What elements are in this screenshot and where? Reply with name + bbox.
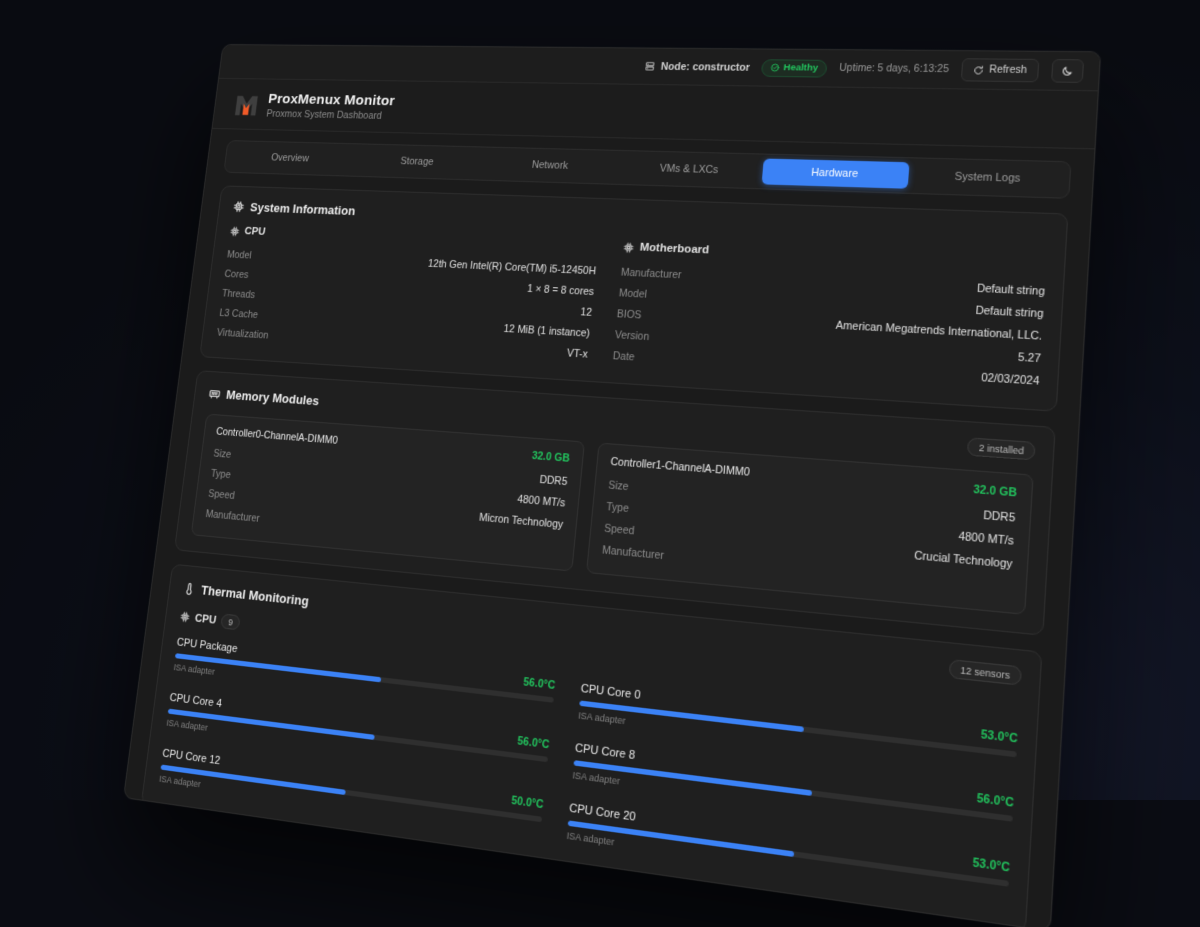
dashboard-window: Node: constructor Healthy Uptime: 5 days… xyxy=(123,44,1101,927)
memory-module-detail-value: DDR5 xyxy=(983,509,1016,525)
system-information-title: System Information xyxy=(249,200,356,218)
status-badge: Healthy xyxy=(761,59,828,77)
motherboard-detail-key: BIOS xyxy=(616,308,642,321)
moon-icon xyxy=(1061,65,1074,76)
thermal-sensor-count-badge: 12 sensors xyxy=(949,659,1022,686)
cpu-chip-icon xyxy=(623,241,635,252)
thermometer-icon xyxy=(183,582,196,596)
motherboard-detail-value: 5.27 xyxy=(1018,351,1041,365)
cpu-detail-key: Model xyxy=(226,249,252,261)
cpu-detail-value: 12 xyxy=(580,306,592,318)
memory-module-detail-value: DDR5 xyxy=(539,473,568,487)
tab-hardware[interactable]: Hardware xyxy=(761,159,909,189)
memory-module-detail-key: Speed xyxy=(208,488,236,502)
tab-overview[interactable]: Overview xyxy=(228,145,353,172)
memory-stick-icon xyxy=(208,387,221,400)
memory-modules-title: Memory Modules xyxy=(225,387,319,408)
memory-module-detail-value: 4800 MT/s xyxy=(958,530,1014,548)
node-info: Node: constructor xyxy=(644,60,750,73)
refresh-button[interactable]: Refresh xyxy=(961,58,1040,82)
motherboard-detail-value: 02/03/2024 xyxy=(981,371,1040,387)
motherboard-section: Motherboard Manufacturer Default string Mo… xyxy=(612,241,1047,392)
motherboard-detail-value: Default string xyxy=(977,282,1046,298)
memory-installed-badge: 2 installed xyxy=(967,437,1035,460)
thermal-monitoring-title: Thermal Monitoring xyxy=(200,582,309,608)
motherboard-detail-key: Model xyxy=(618,287,647,300)
cpu-chip-icon xyxy=(233,200,246,212)
cpu-section-title: CPU xyxy=(244,226,266,238)
memory-module-size: 32.0 GB xyxy=(973,483,1017,499)
thermal-sensor-name: CPU Core 4 xyxy=(169,692,223,710)
cpu-detail-key: Cores xyxy=(224,268,249,280)
refresh-label: Refresh xyxy=(989,65,1027,77)
tab-content-hardware: System Information xyxy=(123,172,1091,927)
memory-module-detail-key: Speed xyxy=(604,522,635,537)
cpu-detail-key: Virtualization xyxy=(216,327,269,341)
thermal-sensor-name: CPU Core 8 xyxy=(574,742,635,762)
thermal-group-label: CPU xyxy=(194,612,217,626)
tab-storage[interactable]: Storage xyxy=(353,148,483,176)
page-title: ProxMenux Monitor xyxy=(267,91,395,110)
tab-system-logs[interactable]: System Logs xyxy=(911,162,1066,193)
motherboard-detail-key: Manufacturer xyxy=(620,266,682,281)
thermal-sensor-name: CPU Core 12 xyxy=(162,747,221,767)
memory-module-size: 32.0 GB xyxy=(531,450,570,465)
motherboard-detail-value: Default string xyxy=(975,304,1044,320)
memory-module-detail-value: Micron Technology xyxy=(479,511,564,531)
motherboard-detail-key: Date xyxy=(612,350,635,363)
page-subtitle: Proxmox System Dashboard xyxy=(266,108,394,122)
cpu-detail-value: VT-x xyxy=(566,347,588,360)
cpu-chip-icon xyxy=(230,226,241,236)
thermal-sensor-name: CPU Core 0 xyxy=(580,682,641,702)
memory-module-detail-key: Type xyxy=(210,467,231,480)
memory-module-detail-key: Type xyxy=(606,500,630,514)
memory-module-detail-key: Manufacturer xyxy=(205,508,260,525)
thermal-sensor-temperature: 50.0°C xyxy=(511,794,544,811)
cpu-detail-key: Threads xyxy=(221,288,255,301)
cpu-detail-value: 12 MiB (1 instance) xyxy=(503,323,590,340)
memory-module-detail-key: Manufacturer xyxy=(602,544,665,562)
thermal-sensor-name: CPU Core 20 xyxy=(569,802,637,824)
status-badge-label: Healthy xyxy=(783,62,818,73)
tab-vms-lxcs[interactable]: VMs & LXCs xyxy=(619,155,761,184)
cpu-detail-key: L3 Cache xyxy=(219,307,259,320)
cpu-detail-value: 1 × 8 = 8 cores xyxy=(527,283,595,298)
motherboard-detail-key: Version xyxy=(614,329,649,343)
app-header: ProxMenux Monitor Proxmox System Dashboa… xyxy=(212,79,1097,150)
tab-network[interactable]: Network xyxy=(483,151,619,180)
theme-toggle-button[interactable] xyxy=(1051,59,1084,83)
thermal-sensor-name: CPU Package xyxy=(176,636,238,655)
thermal-sensor-temperature: 53.0°C xyxy=(980,728,1018,746)
thermal-group-count-badge: 9 xyxy=(221,613,241,630)
uptime-text: Uptime: 5 days, 6:13:25 xyxy=(839,63,949,75)
motherboard-detail-list: Manufacturer Default string Model Default s… xyxy=(612,262,1046,393)
memory-module-detail-key: Size xyxy=(608,479,629,493)
node-label: Node: constructor xyxy=(660,61,750,74)
thermal-sensor-temperature: 56.0°C xyxy=(517,735,550,752)
proxmenux-m-logo xyxy=(232,91,261,118)
page-background: Node: constructor Healthy Uptime: 5 days… xyxy=(0,0,1200,800)
server-icon xyxy=(644,61,656,72)
memory-module-detail-value: 4800 MT/s xyxy=(517,493,566,509)
motherboard-section-title: Motherboard xyxy=(639,242,709,257)
system-information-card: System Information xyxy=(199,185,1068,411)
cpu-chip-icon xyxy=(180,611,191,623)
refresh-icon xyxy=(973,65,984,75)
thermal-sensor-temperature: 56.0°C xyxy=(523,676,556,692)
memory-module-detail-key: Size xyxy=(213,447,232,460)
thermal-sensor-temperature: 53.0°C xyxy=(972,856,1010,875)
thermal-sensor-temperature: 56.0°C xyxy=(976,792,1014,810)
check-circle-icon xyxy=(770,63,780,72)
